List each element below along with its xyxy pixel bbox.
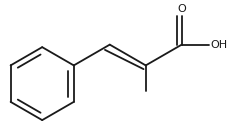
Text: O: O [177,4,185,14]
Text: OH: OH [210,40,227,50]
